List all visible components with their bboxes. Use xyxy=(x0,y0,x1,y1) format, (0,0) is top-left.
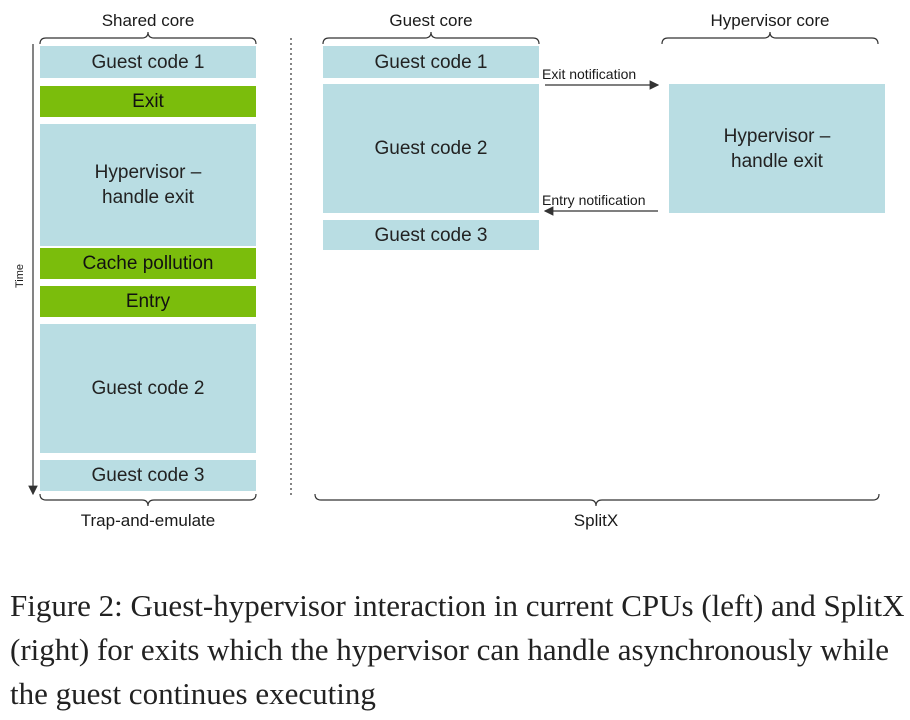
splitx-brace xyxy=(314,493,880,507)
left-guest-code-2-block: Guest code 2 xyxy=(40,324,256,453)
right-guest-code-2-block: Guest code 2 xyxy=(323,84,539,213)
cache-pollution-block: Cache pollution xyxy=(40,248,256,279)
entry-notification-label: Entry notification xyxy=(542,192,646,208)
hypervisor-core-brace xyxy=(661,31,879,45)
trap-emulate-brace xyxy=(39,493,257,507)
left-guest-code-3-block: Guest code 3 xyxy=(40,460,256,491)
hypervisor-core-header: Hypervisor core xyxy=(710,11,830,30)
shared-core-brace xyxy=(39,31,257,45)
time-axis-label: Time xyxy=(14,263,27,289)
shared-core-header: Shared core xyxy=(101,11,195,30)
right-hypervisor-block: Hypervisor – handle exit xyxy=(669,84,885,213)
trap-and-emulate-label: Trap-and-emulate xyxy=(80,511,216,530)
exit-block: Exit xyxy=(40,86,256,117)
guest-core-header: Guest core xyxy=(389,11,473,30)
right-guest-code-1-block: Guest code 1 xyxy=(323,46,539,78)
right-guest-code-3-block: Guest code 3 xyxy=(323,220,539,250)
left-hypervisor-block: Hypervisor – handle exit xyxy=(40,124,256,246)
left-guest-code-1-block: Guest code 1 xyxy=(40,46,256,78)
guest-core-brace xyxy=(322,31,540,45)
entry-block: Entry xyxy=(40,286,256,317)
exit-notification-label: Exit notification xyxy=(542,66,637,82)
figure-caption: Figure 2: Guest-hypervisor interaction i… xyxy=(10,588,905,711)
splitx-label: SplitX xyxy=(573,511,619,530)
